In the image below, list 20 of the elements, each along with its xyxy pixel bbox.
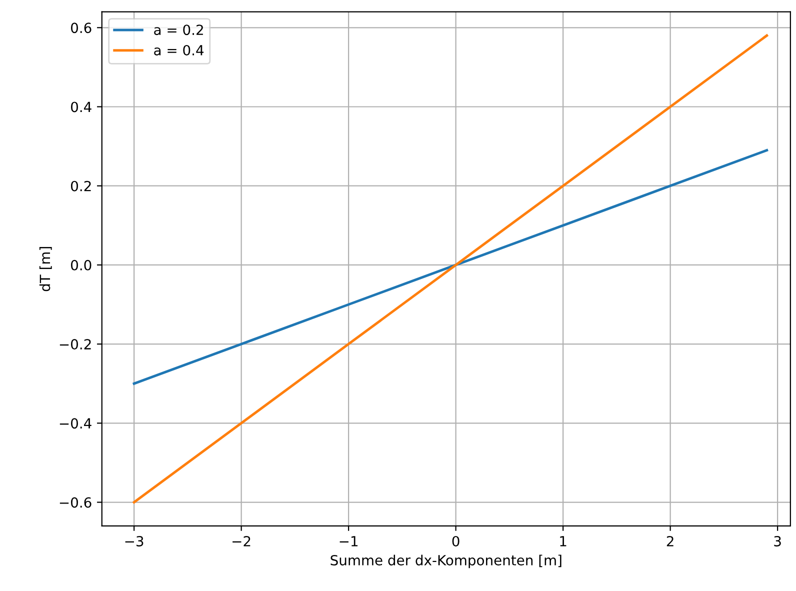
y-tick-label: 0.6 — [70, 22, 92, 34]
y-axis-title: dT [m] — [39, 247, 52, 292]
x-tick-label: 0 — [452, 536, 460, 546]
x-axis-title: Summe der dx-Komponenten [m] — [330, 554, 562, 568]
line-series — [132, 149, 768, 385]
y-tick-label: −0.4 — [60, 418, 92, 429]
x-tick-label: 2 — [666, 536, 674, 546]
x-tick-label: −2 — [232, 536, 250, 546]
line-series — [132, 34, 768, 504]
x-tick-label: 3 — [774, 536, 781, 546]
legend-label: a = 0.4 — [154, 44, 204, 56]
x-tick-label: −3 — [125, 536, 144, 546]
y-tick-label: −0.6 — [60, 497, 92, 508]
y-tick-label: 0.2 — [70, 180, 91, 192]
y-tick-label: −0.2 — [60, 339, 91, 350]
y-tick-label: 0.0 — [70, 260, 92, 270]
legend-label: a = 0.2 — [154, 24, 203, 36]
x-tick-label: 1 — [560, 536, 566, 546]
y-tick-label: 0.4 — [70, 102, 92, 112]
x-tick-label: −1 — [340, 536, 358, 546]
